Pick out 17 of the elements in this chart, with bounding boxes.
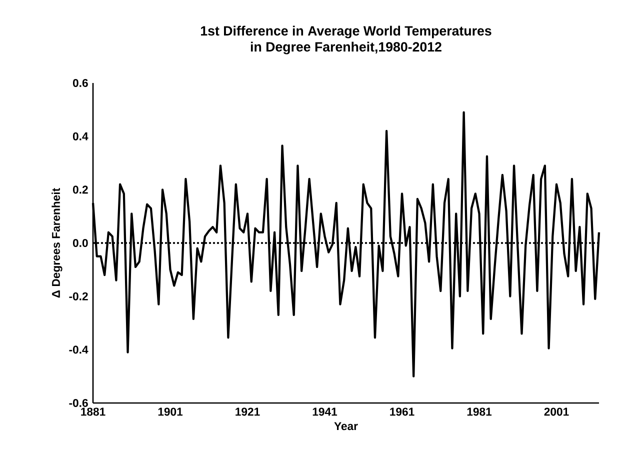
x-tick-label: 2001 xyxy=(544,408,569,416)
x-tick-label: 1981 xyxy=(467,408,492,416)
y-tick-label: 0.6 xyxy=(72,78,88,88)
y-tick-label: -0.2 xyxy=(69,292,88,300)
x-axis-title: Year xyxy=(334,422,358,430)
x-tick-label: 1881 xyxy=(81,408,106,416)
x-tick-label: 1921 xyxy=(236,408,260,416)
y-tick-label: 0.4 xyxy=(72,132,88,140)
y-axis-title: Δ Degrees Farenheit xyxy=(52,188,62,298)
y-tick-label: -0.6 xyxy=(69,398,88,407)
chart-title: 1st Difference in Average World Temperatures in Degree Farenheit,1980-2012 xyxy=(200,26,492,54)
x-tick-label: 1941 xyxy=(312,408,338,416)
x-tick-label: 1901 xyxy=(158,408,183,416)
y-tick-label: -0.4 xyxy=(69,346,88,354)
y-tick-label: 0.0 xyxy=(72,238,88,247)
x-tick-label: 1961 xyxy=(390,408,414,416)
y-tick-label: 0.2 xyxy=(72,186,88,194)
